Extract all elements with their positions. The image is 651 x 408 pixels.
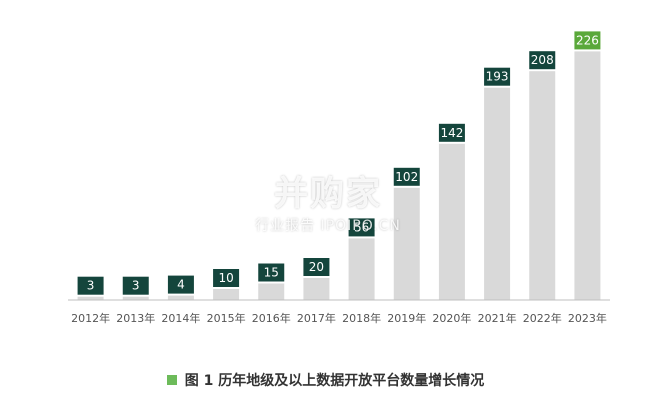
bar-2016年 <box>258 283 285 300</box>
chart-title: 图 1 历年地级及以上数据开放平台数量增长情况 <box>184 373 485 389</box>
x-tick-label: 2022年 <box>523 311 562 325</box>
x-tick-label: 2021年 <box>478 311 517 325</box>
data-label: 193 <box>486 70 509 84</box>
bar-2012年 <box>77 296 104 300</box>
data-label: 10 <box>218 271 233 285</box>
data-label: 142 <box>440 126 463 140</box>
data-label: 3 <box>132 279 140 293</box>
x-tick-label: 2015年 <box>207 311 246 325</box>
data-label-box <box>438 123 465 142</box>
data-label: 20 <box>309 260 324 274</box>
bar-2018年 <box>348 238 375 300</box>
x-tick-label: 2023年 <box>568 311 607 325</box>
data-label-box <box>348 218 375 237</box>
x-tick-label: 2014年 <box>161 311 200 325</box>
data-label: 226 <box>576 33 599 47</box>
data-label: 208 <box>531 53 554 67</box>
data-label: 56 <box>354 220 369 234</box>
bar-2013年 <box>122 296 149 300</box>
bar-2020年 <box>438 143 465 300</box>
bar-2014年 <box>167 295 194 300</box>
data-label-box <box>122 276 149 295</box>
x-tick-label: 2019年 <box>387 311 426 325</box>
x-tick-labels-group: 2012年 2013年 2014年 2015年 2016年 2017年 2018年 2019年… <box>71 311 607 325</box>
data-label-box <box>484 67 511 86</box>
data-label-box <box>167 275 194 294</box>
bar-2021年 <box>484 87 511 300</box>
bar-2022年 <box>529 71 556 300</box>
x-tick-label: 2020年 <box>432 311 471 325</box>
data-label: 102 <box>395 170 418 184</box>
bars-group <box>77 51 601 301</box>
data-label: 4 <box>177 278 185 292</box>
data-label-box <box>529 51 556 70</box>
data-label-box <box>393 167 420 186</box>
x-tick-label: 2018年 <box>342 311 381 325</box>
bar-2023年 <box>574 51 601 301</box>
data-label-box <box>303 258 330 276</box>
data-label-box <box>213 269 240 287</box>
x-tick-label: 2016年 <box>252 311 291 325</box>
data-label-box <box>574 31 601 50</box>
bar-2015年 <box>213 289 240 300</box>
bar-2019年 <box>393 187 420 300</box>
data-label-box <box>258 263 285 282</box>
x-tick-label: 2017年 <box>297 311 336 325</box>
x-tick-label: 2013年 <box>116 311 155 325</box>
caption-square-icon <box>166 375 177 385</box>
bar-2017年 <box>303 278 330 300</box>
chart-caption: 图 1 历年地级及以上数据开放平台数量增长情况 <box>0 370 651 390</box>
data-labels-group: 3 3 4 10 15 20 56 102 142 193 208 226 <box>77 31 601 295</box>
data-label: 15 <box>264 266 279 280</box>
x-tick-label: 2012年 <box>71 311 110 325</box>
data-label-box <box>77 276 104 295</box>
data-label: 3 <box>87 279 95 293</box>
